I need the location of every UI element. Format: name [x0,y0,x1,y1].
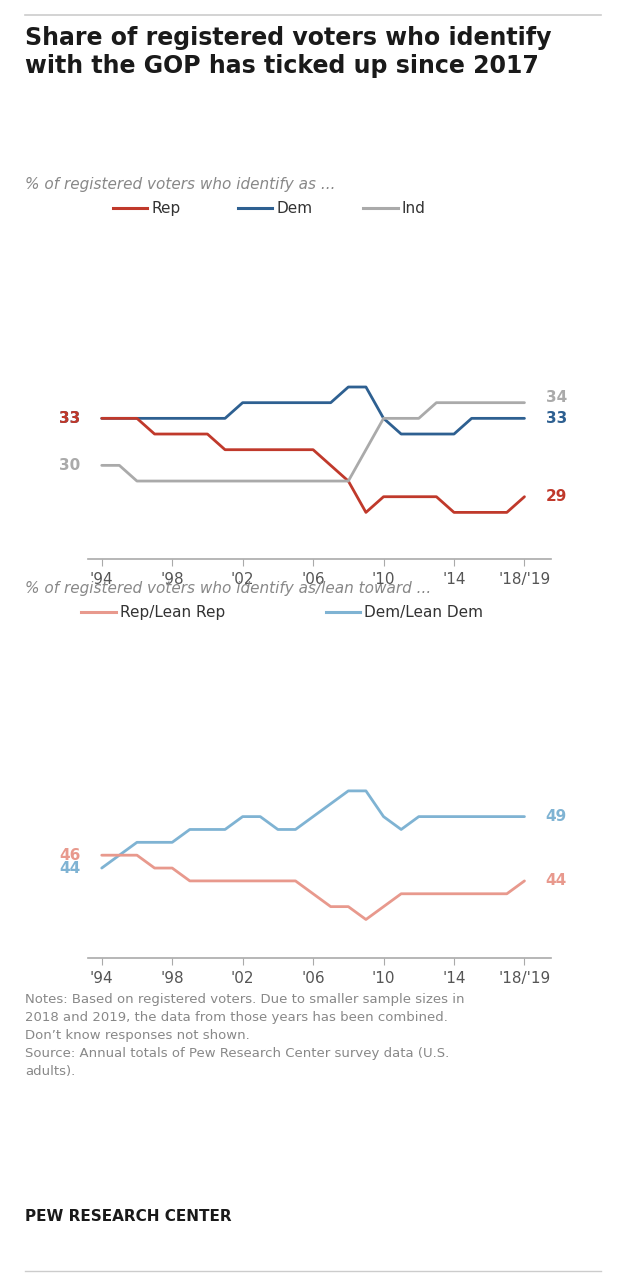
Text: 33: 33 [59,410,81,426]
Text: 34: 34 [546,391,567,405]
Text: Ind: Ind [402,201,426,216]
Text: 33: 33 [59,410,81,426]
Text: 46: 46 [59,847,81,863]
Text: Share of registered voters who identify
with the GOP has ticked up since 2017: Share of registered voters who identify … [25,26,552,78]
Text: Dem: Dem [277,201,313,216]
Text: 29: 29 [546,489,567,504]
Text: 44: 44 [546,873,567,889]
Text: % of registered voters who identify as/lean toward ...: % of registered voters who identify as/l… [25,581,431,597]
Text: 30: 30 [59,458,81,473]
Text: Rep: Rep [151,201,181,216]
Text: 44: 44 [59,860,81,876]
Text: 49: 49 [546,809,567,824]
Text: Dem/Lean Dem: Dem/Lean Dem [364,604,483,620]
Text: Notes: Based on registered voters. Due to smaller sample sizes in
2018 and 2019,: Notes: Based on registered voters. Due t… [25,993,464,1078]
Text: Rep/Lean Rep: Rep/Lean Rep [120,604,225,620]
Text: 33: 33 [546,410,567,426]
Text: PEW RESEARCH CENTER: PEW RESEARCH CENTER [25,1209,232,1224]
Text: % of registered voters who identify as ...: % of registered voters who identify as .… [25,177,336,193]
